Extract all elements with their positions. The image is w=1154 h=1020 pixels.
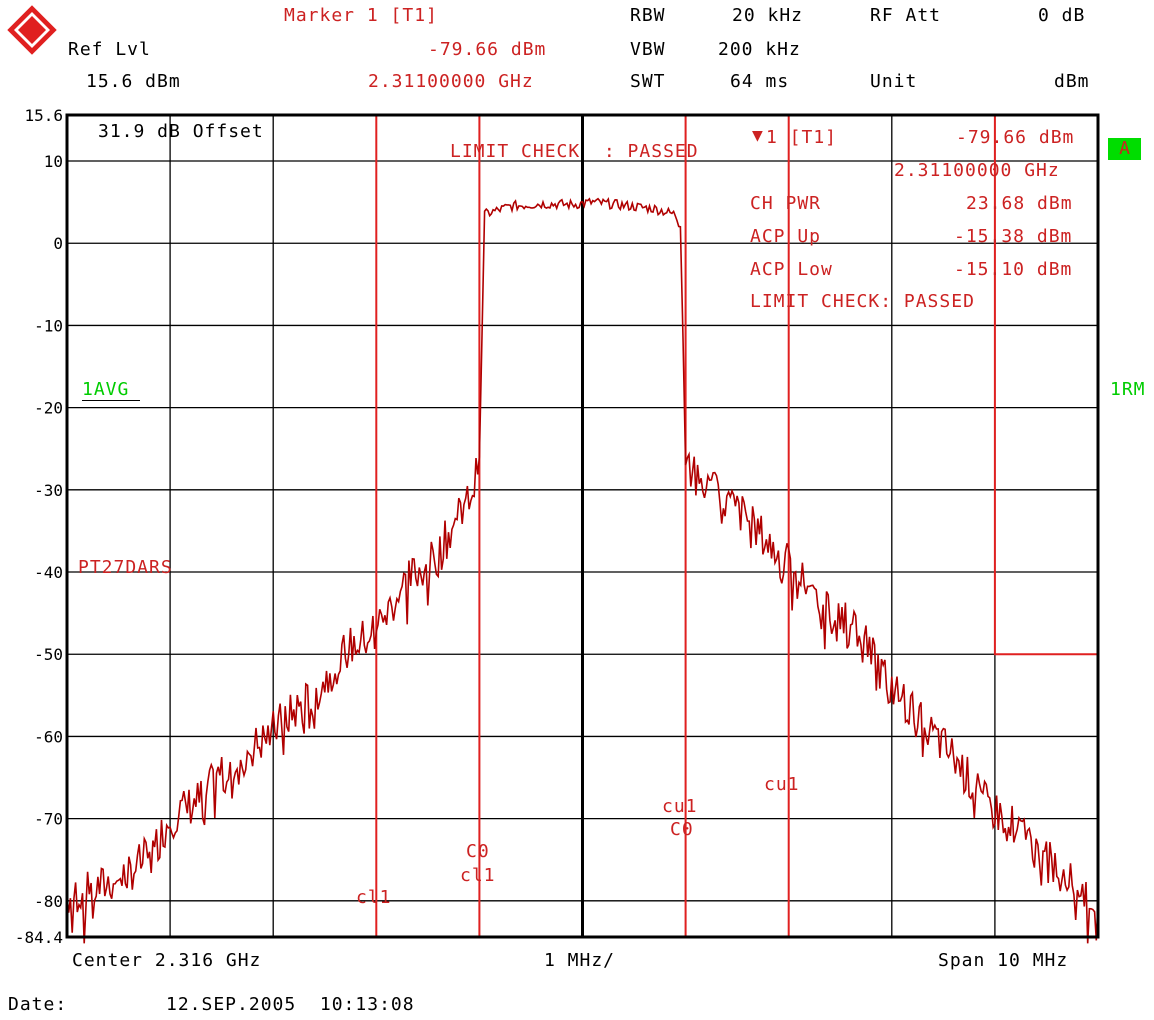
y-tick-label: -10 (34, 316, 63, 335)
line-label-c0-right: C0 (670, 819, 694, 840)
marker-frequency: 2.31100000 GHz (368, 71, 534, 92)
y-tick-label: -20 (34, 399, 63, 418)
marker-level: -79.66 dBm (428, 39, 547, 60)
trace-mode-label: 1AVG (82, 380, 140, 401)
span-label: Span 10 MHz (938, 950, 1069, 971)
y-tick-label: -80 (34, 892, 63, 911)
limit-check-result: LIMIT CHECK: PASSED (750, 291, 975, 312)
acp-up-label: ACP Up (750, 226, 822, 247)
y-tick-label: -60 (34, 727, 63, 746)
unit-label: Unit (870, 71, 918, 92)
y-tick-label: 0 (53, 234, 63, 253)
acp-low-label: ACP Low (750, 259, 833, 280)
rf-att-label: RF Att (870, 5, 942, 26)
marker-readout-level: -79.66 dBm (956, 127, 1075, 148)
rs-logo (7, 5, 57, 55)
limit-line (993, 115, 1098, 656)
line-label-c0-left: C0 (466, 841, 490, 862)
center-frequency: Center 2.316 GHz (72, 950, 262, 971)
trace-a-badge: A (1108, 138, 1141, 160)
plot-frame (65, 113, 1100, 939)
limit-line-name: PT27DARS (78, 557, 173, 578)
grid (67, 115, 1098, 937)
y-tick-label: -40 (34, 563, 63, 582)
y-tick-label: -70 (34, 810, 63, 829)
ref-level-label: Ref Lvl (68, 39, 151, 60)
offset-label: 31.9 dB Offset (98, 121, 264, 142)
date-label: Date: (8, 994, 68, 1015)
ref-level-value: 15.6 dBm (86, 71, 181, 92)
unit-value: dBm (1054, 71, 1090, 92)
limit-line-group (993, 115, 1098, 656)
division-label: 1 MHz/ (544, 950, 616, 971)
rf-att-value: 0 dB (1038, 5, 1086, 26)
marker-triangle-icon: ▼ (752, 125, 764, 146)
line-label-cl1: cl1 (356, 887, 392, 908)
acp-up-value: -15.38 dBm (954, 226, 1073, 247)
ch-pwr-label: CH PWR (750, 193, 822, 214)
line-label-cl1-left: cl1 (460, 865, 496, 886)
date-value: 12.SEP.2005 10:13:08 (166, 994, 415, 1015)
y-tick-labels: 15.6 10 0 -10 -20 -30 -40 -50 -60 -70 -80 -84.4 (15, 106, 63, 947)
line-label-cu1-right: cu1 (662, 796, 698, 817)
marker-title: Marker 1 [T1] (284, 5, 438, 26)
rbw-label: RBW (630, 5, 666, 26)
y-tick-label: 15.6 (24, 106, 63, 125)
acp-low-value: -15.10 dBm (954, 259, 1073, 280)
marker-readout: 1 [T1] (766, 127, 838, 148)
line-label-cu1: cu1 (764, 774, 800, 795)
ch-pwr-value: 23.68 dBm (966, 193, 1073, 214)
vbw-label: VBW (630, 39, 666, 60)
swt-label: SWT (630, 71, 666, 92)
vbw-value: 200 kHz (718, 39, 801, 60)
rbw-value: 20 kHz (732, 5, 804, 26)
y-tick-label: -30 (34, 481, 63, 500)
channel-lines (375, 115, 790, 937)
trace-right-label: 1RM (1110, 379, 1146, 400)
y-tick-label: -84.4 (15, 928, 63, 947)
y-tick-label: 10 (44, 152, 63, 171)
swt-value: 64 ms (730, 71, 790, 92)
y-tick-label: -50 (34, 645, 63, 664)
limit-check-center: LIMIT CHECK : PASSED (450, 141, 699, 162)
marker-readout-frequency: 2.31100000 GHz (894, 160, 1060, 181)
spectrum-trace (66, 197, 1099, 944)
